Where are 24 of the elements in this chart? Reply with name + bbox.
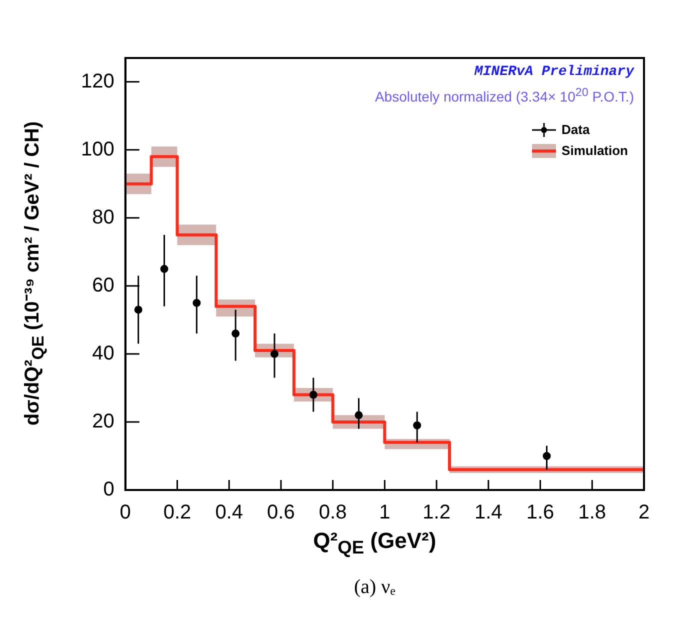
y-tick-label: 0 (103, 478, 114, 501)
x-tick-label: 1.8 (578, 502, 606, 524)
x-tick-label: 2 (638, 502, 650, 524)
x-axis-title: Q²$_{QE}$ (GeV²) (312, 528, 438, 558)
legend-label: Simulation (562, 143, 628, 158)
x-tick-label: 0.4 (215, 502, 243, 524)
text: (a) νₑ (352, 576, 396, 600)
x-tick-label: 1.2 (422, 502, 450, 524)
annotation: MINERvA Preliminary (474, 64, 634, 80)
x-tick-label: 1.4 (474, 502, 502, 524)
y-tick-label: 40 (92, 342, 114, 364)
x-tick-label: 0 (120, 502, 131, 524)
x-tick-label: 0.6 (267, 502, 295, 524)
annotation: Absolutely normalized (3.34× 10$^{20}$ P.O.T.) (374, 86, 634, 105)
x-tick-label: 0.2 (163, 502, 192, 524)
x-tick-label: 0.8 (318, 502, 347, 524)
y-tick-label: 60 (92, 274, 114, 296)
x-tick-label: 1.6 (526, 502, 554, 524)
legend-label: Data (562, 122, 590, 137)
x-tick-label: 1 (379, 502, 390, 524)
y-tick-label: 80 (92, 206, 114, 228)
y-tick-label: 120 (80, 70, 114, 92)
y-tick-label: 100 (80, 138, 114, 160)
y-tick-label: 20 (92, 410, 114, 432)
